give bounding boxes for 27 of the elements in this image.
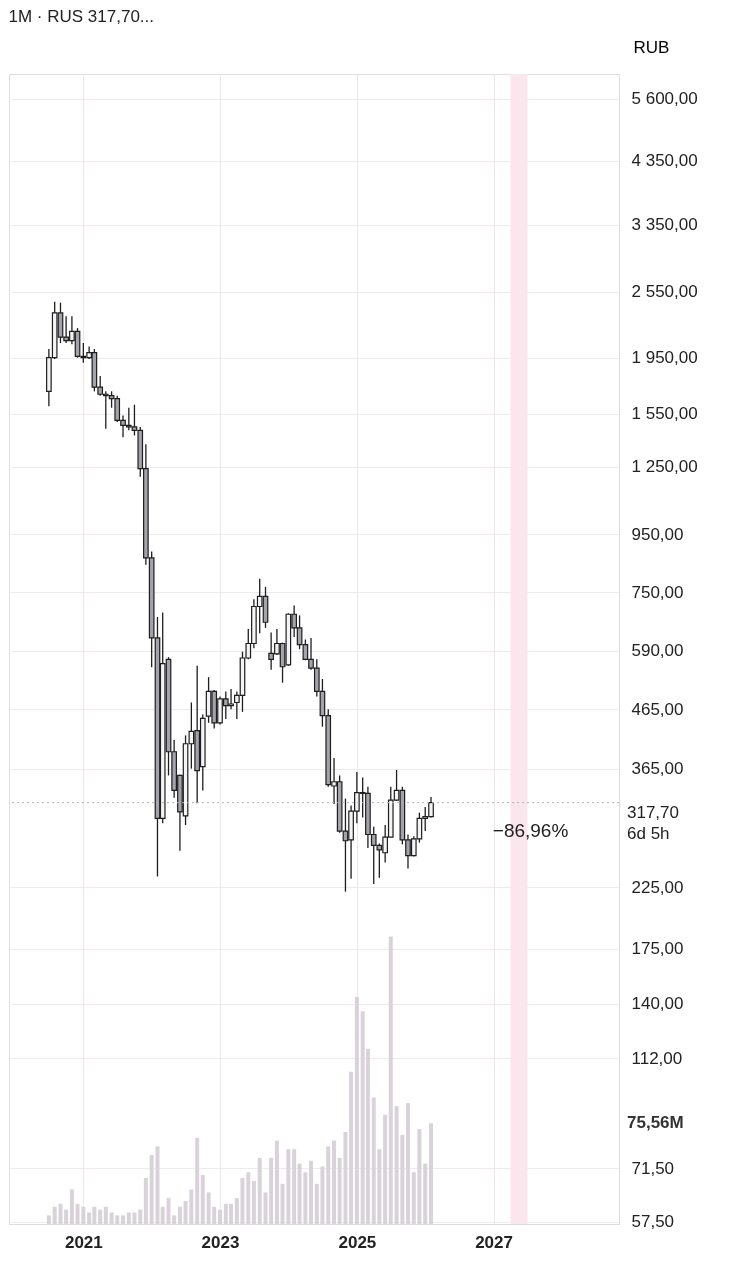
annotation: −86,96% <box>492 819 569 841</box>
y-tick-label: 590,00 <box>631 641 684 661</box>
x-tick-label: 2021 <box>64 1232 103 1252</box>
x-tick-label: 2025 <box>338 1232 377 1252</box>
y-tick-label: 4 350,00 <box>631 151 698 171</box>
y-tick-label: 3 350,00 <box>631 215 698 235</box>
y-tick-label: 950,00 <box>631 524 684 544</box>
chart-title: 1M · RUS 317,70... <box>8 7 155 26</box>
y-tick-label: 71,50 <box>631 1158 675 1178</box>
y-tick-label: 175,00 <box>631 939 684 959</box>
y-tick-label: 1 250,00 <box>631 457 698 477</box>
y-tick-label: 465,00 <box>631 699 684 719</box>
ref-line-label: 317,70 6d 5h <box>627 802 679 843</box>
y-tick-label: 1 550,00 <box>631 404 698 424</box>
text: 75,56M <box>627 1113 684 1133</box>
y-tick-label: 1 950,00 <box>631 348 698 368</box>
y-tick-label: 225,00 <box>631 877 684 897</box>
y-tick-label: 57,50 <box>631 1212 675 1232</box>
y-tick-label: 112,00 <box>631 1048 683 1068</box>
y-tick-label: 5 600,00 <box>631 89 698 109</box>
y-axis-title: RUB <box>633 37 670 57</box>
x-tick-label: 2027 <box>475 1232 513 1252</box>
x-tick-label: 2023 <box>201 1232 240 1252</box>
y-tick-label: 2 550,00 <box>631 282 698 302</box>
y-tick-label: 140,00 <box>631 994 684 1014</box>
y-tick-label: 365,00 <box>631 759 684 779</box>
y-tick-label: 750,00 <box>631 582 684 602</box>
